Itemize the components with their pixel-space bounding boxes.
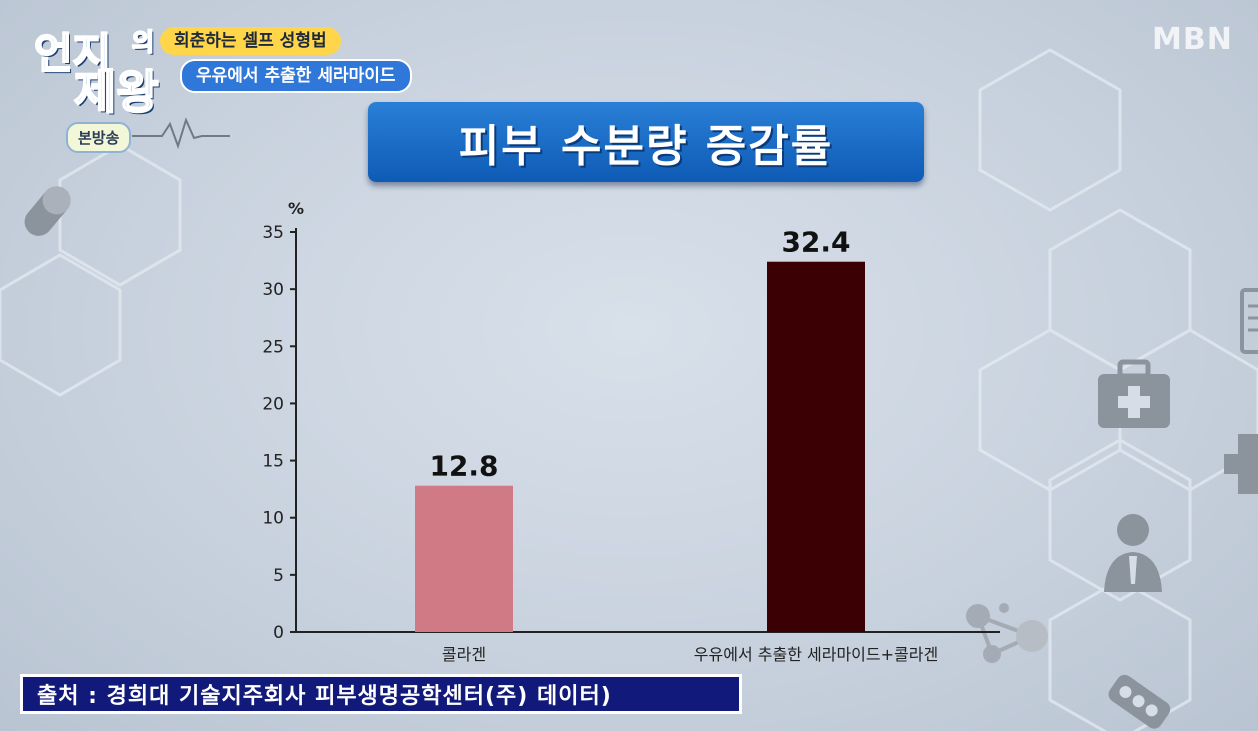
pill-pack-icon: [1108, 674, 1171, 729]
channel-logo: MBN: [1152, 22, 1233, 57]
logo-text-3: 제왕: [73, 64, 160, 120]
chart-title: 피부 수분량 증감률: [458, 121, 834, 172]
logo-text-2: 의: [131, 27, 155, 57]
plus-icon: [1224, 434, 1258, 494]
y-tick-label: 20: [262, 394, 284, 414]
y-tick-label: 0: [273, 623, 284, 643]
chart-title-box: 피부 수분량 증감률: [368, 102, 924, 182]
y-tick-label: 30: [262, 280, 284, 300]
y-axis-unit-label: %: [288, 199, 304, 218]
pill-icon: [24, 186, 71, 236]
subtitle-topic: 회춘하는 셀프 성형법: [160, 27, 341, 55]
y-tick-label: 10: [262, 509, 284, 529]
source-caption: 출처 : 경희대 기술지주회사 피부생명공학센터(주) 데이터): [37, 684, 612, 709]
y-tick-label: 25: [262, 337, 284, 357]
subtitle-detail: 우유에서 추출한 세라마이드: [180, 59, 412, 93]
x-category-label: 콜라겐: [442, 645, 486, 664]
logo-text-1: 언지: [33, 28, 112, 79]
bar-1: [415, 485, 513, 632]
medical-kit-icon: [1098, 359, 1170, 428]
broadcast-badge: 본방송: [66, 122, 132, 153]
source-caption-box: 출처 : 경희대 기술지주회사 피부생명공학센터(주) 데이터): [20, 674, 742, 714]
doctor-icon: [1104, 514, 1162, 592]
y-tick-label: 35: [262, 223, 284, 243]
y-tick-label: 5: [273, 566, 284, 586]
x-category-label: 우유에서 추출한 세라마이드+콜라겐: [694, 645, 938, 664]
show-logo: 언지 의 제왕: [22, 18, 172, 120]
bar-value-label: 32.4: [781, 226, 850, 259]
molecule-icon: [966, 603, 1048, 663]
bar-2: [767, 261, 865, 632]
bar-value-label: 12.8: [429, 450, 498, 483]
y-tick-label: 15: [262, 452, 284, 472]
heartbeat-line-icon: [132, 117, 230, 150]
clipboard-icon: [1240, 288, 1258, 354]
